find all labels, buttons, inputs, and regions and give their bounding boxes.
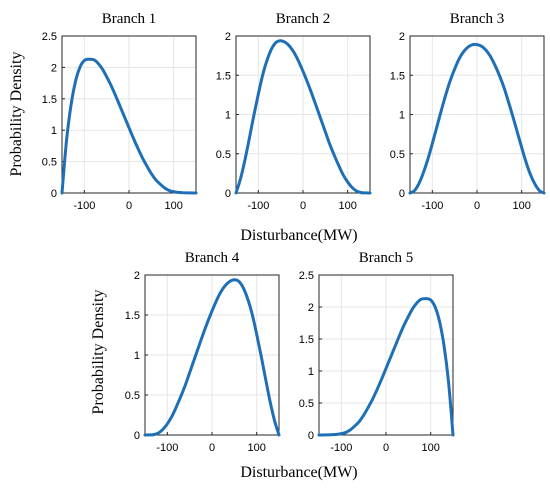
panel-branch-4: -100 0 100 0 0.5 1 1.5 2 Branch 4 xyxy=(125,250,281,454)
density-curve-branch-3 xyxy=(408,42,546,195)
y-tick-label: 0.5 xyxy=(390,149,405,161)
x-tick-label: 100 xyxy=(338,200,356,212)
density-curve-branch-4 xyxy=(143,278,281,437)
x-tick-label: 100 xyxy=(512,200,530,212)
y-tick-label: 2.5 xyxy=(299,270,314,282)
y-tick-label: 1 xyxy=(399,110,405,122)
x-tick-label: 100 xyxy=(421,442,439,454)
y-tick-label: 1 xyxy=(134,350,140,362)
y-tick-label: 1 xyxy=(308,366,314,378)
y-tick-label: 2 xyxy=(308,302,314,314)
y-tick-label: 0.5 xyxy=(125,390,140,402)
y-tick-label: 2 xyxy=(51,62,57,74)
y-tick-label: 1 xyxy=(225,110,231,122)
y-tick-label: 0 xyxy=(134,430,140,442)
x-tick-label: -100 xyxy=(73,200,95,212)
y-tick-label: 0.5 xyxy=(42,157,57,169)
y-tick-label: 1.5 xyxy=(216,70,231,82)
y-tick-label: 2 xyxy=(399,31,405,43)
density-curve-branch-5 xyxy=(317,297,455,437)
panel-branch-3: -100 0 100 0 0.5 1 1.5 2 Branch 3 xyxy=(390,11,546,212)
y-tick-label: 1.5 xyxy=(299,334,314,346)
x-tick-label: 0 xyxy=(126,200,132,212)
y-tick-label: 1.5 xyxy=(390,70,405,82)
density-curve-branch-2 xyxy=(234,39,372,195)
y-tick-label: 1.5 xyxy=(125,310,140,322)
x-tick-label: -100 xyxy=(330,442,352,454)
x-tick-label: -100 xyxy=(421,200,443,212)
panel-title: Branch 5 xyxy=(359,250,414,266)
x-tick-label: 100 xyxy=(164,200,182,212)
x-tick-label: 0 xyxy=(474,200,480,212)
y-tick-label: 0 xyxy=(225,188,231,200)
y-axis-label-bottom: Probability Density xyxy=(90,290,107,415)
panel-title: Branch 2 xyxy=(276,11,331,27)
y-tick-label: 2 xyxy=(134,270,140,282)
x-tick-label: 0 xyxy=(300,200,306,212)
panel-title: Branch 1 xyxy=(102,11,157,27)
panel-branch-5: -100 0 100 0 0.5 1 1.5 2 2.5 Branch 5 xyxy=(299,250,455,454)
x-axis-label-top: Disturbance(MW) xyxy=(240,227,357,244)
y-axis-label-top: Probability Density xyxy=(8,52,25,177)
y-tick-label: 0 xyxy=(399,188,405,200)
density-curve-branch-1 xyxy=(60,57,198,195)
panel-branch-1: -100 0 100 0 0.5 1 1.5 2 2.5 Branch 1 xyxy=(42,11,198,212)
y-tick-label: 2 xyxy=(225,31,231,43)
x-tick-label: 0 xyxy=(383,442,389,454)
y-tick-label: 2.5 xyxy=(42,31,57,43)
y-tick-label: 0.5 xyxy=(216,149,231,161)
panel-title: Branch 4 xyxy=(185,250,240,266)
y-tick-label: 0 xyxy=(51,188,57,200)
panel-branch-2: -100 0 100 0 0.5 1 1.5 2 Branch 2 xyxy=(216,11,372,212)
x-tick-label: -100 xyxy=(156,442,178,454)
x-axis-label-bottom: Disturbance(MW) xyxy=(240,464,357,481)
y-tick-label: 0 xyxy=(308,430,314,442)
x-tick-label: -100 xyxy=(247,200,269,212)
y-tick-label: 0.5 xyxy=(299,398,314,410)
y-tick-label: 1.5 xyxy=(42,94,57,106)
y-tick-label: 1 xyxy=(51,125,57,137)
panel-title: Branch 3 xyxy=(450,11,505,27)
x-tick-label: 0 xyxy=(209,442,215,454)
x-tick-label: 100 xyxy=(247,442,265,454)
